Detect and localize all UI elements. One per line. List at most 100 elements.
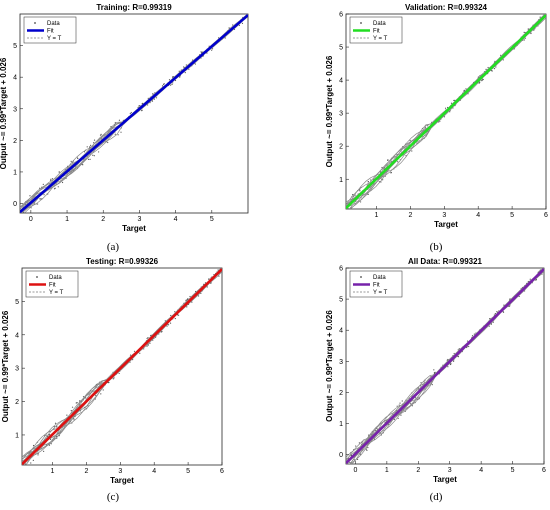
- data-point: [76, 157, 79, 159]
- y-tick-label: 4: [339, 328, 343, 335]
- data-point: [155, 97, 158, 99]
- x-tick-label: 0: [353, 467, 357, 474]
- data-point: [444, 107, 447, 109]
- data-point: [400, 414, 402, 416]
- x-tick-label: 1: [65, 216, 69, 223]
- data-point: [79, 400, 81, 402]
- x-tick-label: 3: [442, 212, 446, 219]
- data-point: [200, 292, 202, 295]
- data-point: [211, 48, 214, 50]
- data-point: [352, 194, 354, 196]
- chart-panel-d: 0 1 2 3 4 5 6 0 1 2 3 4 5 6 All Data: R=0.99321 Target O…: [325, 257, 546, 503]
- data-point: [92, 154, 94, 156]
- data-point: [232, 24, 234, 26]
- data-point: [355, 445, 357, 447]
- data-point: [208, 278, 210, 280]
- y-tick-label: 3: [339, 111, 343, 118]
- data-point: [89, 158, 91, 160]
- y-tick-label: 5: [13, 43, 17, 50]
- y-tick-label: 2: [339, 144, 343, 151]
- data-point: [494, 313, 496, 315]
- data-point: [361, 442, 363, 444]
- data-point: [114, 133, 116, 135]
- y-tick-label: 4: [13, 75, 17, 82]
- data-point: [164, 320, 166, 322]
- y-tick-label: 5: [339, 45, 343, 52]
- data-point: [113, 377, 115, 379]
- data-point: [179, 76, 181, 78]
- y-tick-label: 1: [339, 421, 343, 428]
- data-point: [489, 317, 491, 320]
- panel-caption: (c): [107, 491, 120, 503]
- data-point: [488, 325, 490, 327]
- legend-marker-data: [36, 276, 38, 278]
- data-point: [348, 211, 349, 212]
- data-point: [191, 301, 193, 303]
- data-point: [160, 331, 162, 333]
- chart-panel-b: 1 2 3 4 5 6 1 2 3 4 5 6 Validation: R=0.99324 Target O…: [325, 3, 548, 253]
- data-point: [465, 88, 467, 90]
- data-point: [174, 317, 176, 320]
- fit-line: [22, 268, 222, 465]
- data-point: [174, 79, 177, 82]
- data-point: [349, 465, 350, 466]
- data-point: [174, 311, 176, 313]
- y-tick-label: 0: [13, 201, 17, 208]
- legend-label: Data: [373, 275, 386, 281]
- data-point: [42, 183, 44, 185]
- data-point: [70, 160, 72, 163]
- x-tick-label: 6: [544, 212, 548, 219]
- data-point: [118, 372, 120, 375]
- panel-caption: (b): [430, 241, 443, 253]
- chart-panel-a: 0 1 2 3 4 5 0 1 2 3 4 5 Training: R=0.99319 Target Out…: [0, 3, 249, 253]
- plot-content: [346, 14, 546, 212]
- data-point: [194, 63, 197, 65]
- x-tick-label: 5: [186, 468, 190, 475]
- data-point: [49, 179, 52, 181]
- data-point: [120, 131, 122, 133]
- data-point: [162, 83, 165, 85]
- data-point: [367, 181, 369, 183]
- data-point: [170, 314, 172, 317]
- data-point: [185, 64, 187, 66]
- y-tick-label: 6: [339, 12, 343, 19]
- y-axis-label: Output ~= 0.99*Target + 0.026: [325, 310, 334, 422]
- y-tick-label: 2: [15, 399, 19, 406]
- y-tick-label: 6: [339, 266, 343, 273]
- data-point: [479, 81, 481, 84]
- chart-panel-c: 1 2 3 4 5 6 1 2 3 4 5 Testing: R=0.99326 Target Outpu…: [1, 257, 224, 503]
- data-point: [241, 22, 244, 25]
- plot-content: [346, 268, 544, 466]
- data-point: [370, 179, 372, 181]
- x-tick-label: 2: [408, 212, 412, 219]
- data-point: [495, 66, 497, 68]
- x-tick-label: 2: [101, 216, 105, 223]
- data-point: [139, 352, 141, 354]
- data-point: [43, 194, 45, 196]
- data-point: [397, 161, 399, 163]
- x-tick-label: 4: [476, 212, 480, 219]
- data-point: [457, 355, 460, 358]
- y-tick-label: 3: [13, 106, 17, 113]
- panel-caption: (a): [107, 241, 120, 253]
- data-point: [56, 426, 58, 428]
- data-point: [151, 100, 154, 102]
- data-point: [188, 68, 190, 70]
- y-tick-label: 0: [339, 452, 343, 459]
- data-point: [70, 410, 72, 412]
- data-point: [90, 144, 92, 146]
- data-point: [98, 151, 100, 153]
- data-point: [32, 444, 35, 447]
- panel-caption: (d): [430, 491, 443, 503]
- data-point: [502, 311, 505, 313]
- data-point: [218, 275, 220, 277]
- data-point: [172, 82, 174, 84]
- data-point: [200, 51, 202, 53]
- data-point: [509, 298, 511, 300]
- data-point: [453, 99, 455, 102]
- plot-content: [20, 14, 248, 213]
- data-point: [390, 171, 392, 174]
- data-point: [398, 404, 400, 406]
